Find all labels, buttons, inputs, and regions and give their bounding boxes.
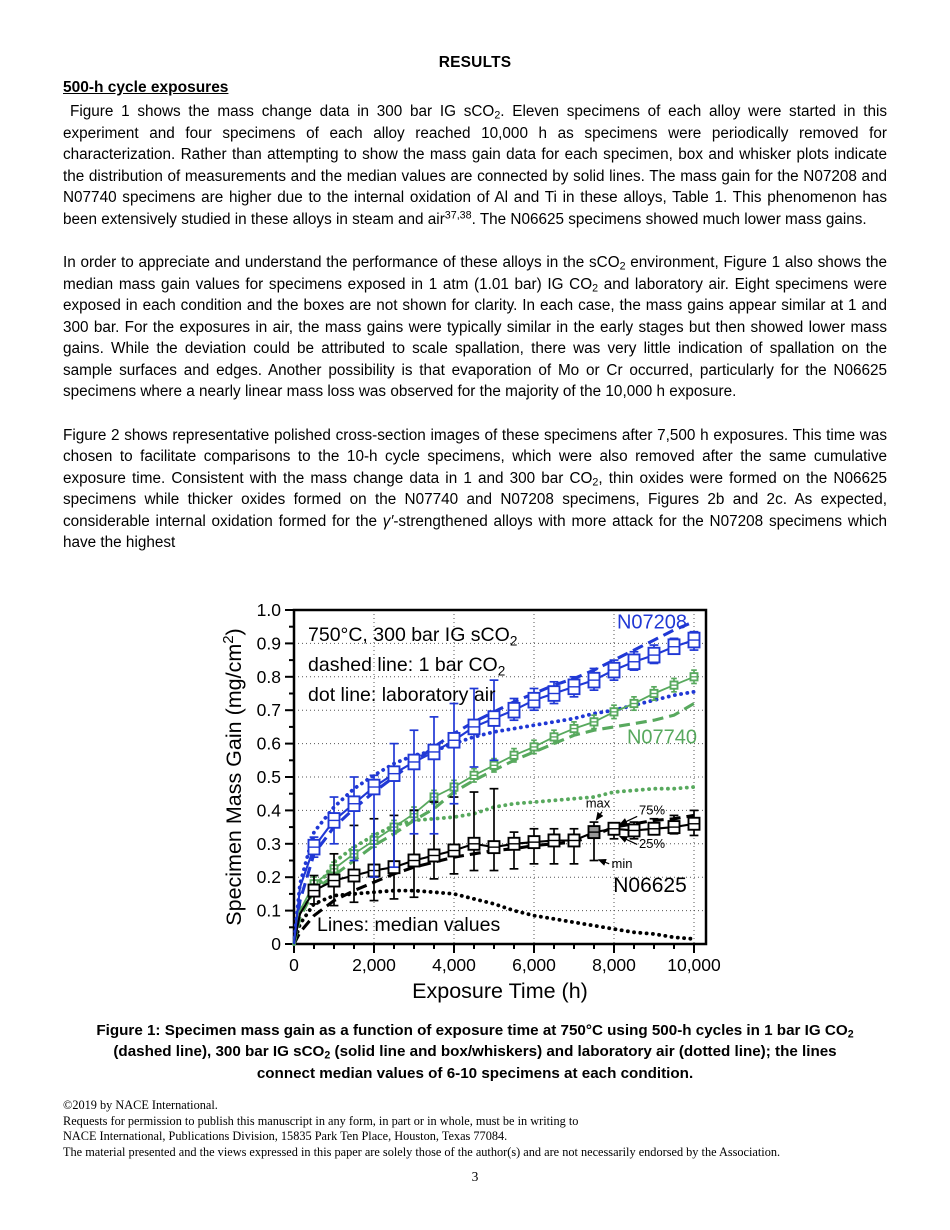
- annotation-max: max: [586, 795, 611, 810]
- series-n07740-air: [292, 784, 696, 946]
- figure1-caption: Figure 1: Specimen mass gain as a functi…: [96, 1021, 854, 1082]
- alloy-label-N07208: N07208: [617, 611, 687, 633]
- series-n07740-sco2: [293, 675, 695, 944]
- x-tick-label: 0: [289, 955, 299, 975]
- series-n07740-1bar: [292, 701, 695, 944]
- footer-line-3: NACE International, Publications Divisio…: [63, 1129, 508, 1144]
- series-n07208-air: [292, 689, 696, 946]
- y-tick-label: 0.7: [257, 700, 281, 720]
- y-tick-label: 0.8: [257, 666, 281, 686]
- y-tick-label: 0.1: [257, 900, 281, 920]
- plot-title-line: dashed line: 1 bar CO2: [308, 654, 505, 678]
- paragraph-2: In order to appreciate and understand th…: [63, 254, 887, 400]
- subsection-heading: 500-h cycle exposures: [63, 79, 229, 96]
- figure-1: 0 2,000 4,000 6,000 8,000 10,000 0 0.1 0.2 0.3 0.4…: [220, 594, 732, 1011]
- annotation-min: min: [612, 855, 633, 870]
- plot-note: Lines: median values: [317, 914, 500, 936]
- y-tick-label: 0.5: [257, 767, 281, 787]
- x-tick-label: 4,000: [432, 955, 476, 975]
- paragraph-1: Figure 1 shows the mass change data in 3…: [63, 103, 887, 228]
- figure1-chart: 0 2,000 4,000 6,000 8,000 10,000 0 0.1 0.2 0.3 0.4…: [220, 600, 721, 1003]
- plot-frame: [292, 608, 708, 945]
- x-axis-title: Exposure Time (h): [412, 979, 588, 1003]
- plot-title-line: 750°C, 300 bar IG sCO2: [308, 624, 517, 648]
- page-number: 3: [471, 1169, 479, 1185]
- alloy-label-N06625: N06625: [613, 874, 687, 897]
- footer-line-2: Requests for permission to publish this …: [63, 1113, 579, 1128]
- annotation-75%: 75%: [639, 802, 665, 817]
- paragraph-3: Figure 2 shows representative polished c…: [63, 426, 888, 552]
- y-tick-label: 0.6: [257, 733, 281, 753]
- x-tick-label: 10,000: [667, 955, 721, 975]
- y-axis-title: Specimen Mass Gain (mg/cm2): [220, 628, 246, 925]
- series-n06625-1bar: [292, 813, 695, 945]
- y-tick-label: 0.2: [257, 867, 281, 887]
- y-tick-label: 0: [271, 934, 281, 954]
- series-n07208-sco2: [292, 638, 695, 944]
- section-heading: RESULTS: [438, 54, 512, 71]
- alloy-label-N07740: N07740: [627, 726, 697, 748]
- footer-line-1: ©2019 by NACE International.: [63, 1098, 218, 1112]
- series-n07208-1bar: [292, 619, 695, 944]
- copyright-block: ©2019 by NACE International. Requests fo…: [63, 1098, 887, 1160]
- plot-title-line: dot line: laboratory air: [308, 684, 496, 706]
- y-tick-label: 0.4: [257, 800, 282, 820]
- footer-line-4: The material presented and the views exp…: [63, 1144, 781, 1159]
- annotation-25%: 25%: [639, 835, 665, 850]
- x-tick-label: 6,000: [512, 955, 556, 975]
- series-n06625-sco2: [292, 822, 695, 944]
- x-tick-label: 2,000: [352, 955, 396, 975]
- y-tick-label: 1.0: [257, 600, 282, 620]
- x-tick-label: 8,000: [592, 955, 636, 975]
- y-tick-label: 0.9: [257, 633, 281, 653]
- y-tick-label: 0.3: [257, 833, 281, 853]
